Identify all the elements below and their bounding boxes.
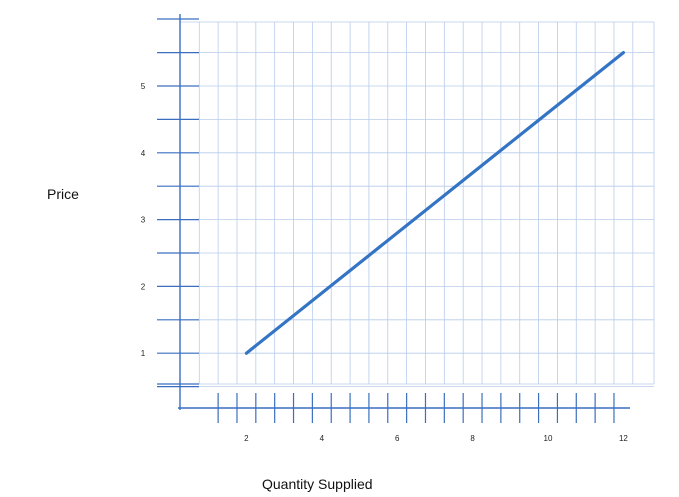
x-tick-label: 4	[320, 434, 325, 443]
y-tick-label: 3	[141, 216, 146, 225]
x-tick-label: 10	[544, 434, 553, 443]
x-tick-label: 8	[470, 434, 475, 443]
x-tick-label: 12	[619, 434, 628, 443]
x-axis-label: Quantity Supplied	[262, 476, 373, 492]
y-tick-label: 4	[141, 149, 146, 158]
y-tick-label: 5	[141, 82, 146, 91]
supply-line	[244, 50, 626, 355]
y-tick-label: 2	[141, 282, 146, 291]
series	[244, 50, 626, 355]
x-tick-label: 6	[395, 434, 400, 443]
x-tick-label: 2	[244, 434, 249, 443]
y-axis-label: Price	[47, 186, 79, 202]
y-tick-label: 1	[141, 349, 146, 358]
grid	[180, 21, 655, 388]
axes	[157, 14, 630, 423]
